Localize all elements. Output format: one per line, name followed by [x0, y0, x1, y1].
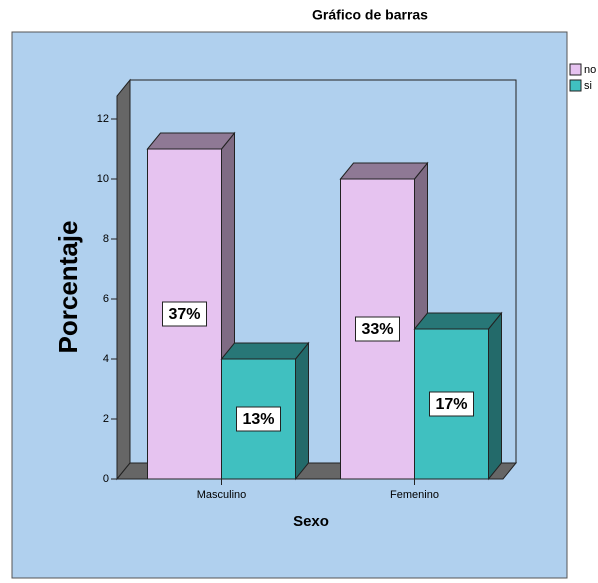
- x-tick-label: Femenino: [390, 489, 439, 501]
- value-label-box: [162, 301, 207, 327]
- bar-side: [295, 341, 309, 481]
- y-tick-label: 2: [103, 413, 109, 425]
- x-tick-label: Masculino: [197, 489, 247, 501]
- value-label: 37%: [168, 306, 200, 323]
- legend-swatch: [569, 63, 582, 76]
- value-label-box: [236, 406, 281, 432]
- legend-swatch: [569, 79, 582, 92]
- y-tick-label: 4: [103, 353, 109, 365]
- y-tick-label: 6: [103, 293, 109, 305]
- legend-label: no: [584, 64, 596, 76]
- y-tick-label: 10: [97, 173, 109, 185]
- y-tick-label: 0: [103, 473, 109, 485]
- x-axis-title: Sexo: [293, 513, 329, 530]
- y-axis-title: Porcentaje: [53, 221, 83, 354]
- bar-top: [220, 342, 310, 360]
- y-tick-label: 8: [103, 233, 109, 245]
- bar-top: [146, 132, 236, 150]
- value-label: 17%: [435, 396, 467, 413]
- value-label-box: [429, 391, 474, 417]
- y-tick-label: 12: [97, 113, 109, 125]
- left-wall: [116, 78, 131, 481]
- chart-title: Gráfico de barras: [312, 7, 428, 23]
- bar-top: [339, 162, 429, 180]
- value-label-box: [355, 316, 400, 342]
- bar-side: [488, 311, 502, 481]
- legend-label: si: [584, 80, 592, 92]
- value-label: 33%: [361, 321, 393, 338]
- bar-top: [413, 312, 503, 330]
- value-label: 13%: [242, 411, 274, 428]
